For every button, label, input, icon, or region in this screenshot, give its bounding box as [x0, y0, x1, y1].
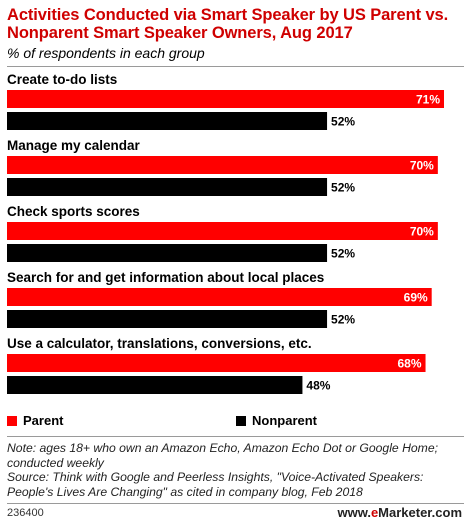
nonparent-bar — [7, 112, 328, 130]
bar-chart: Create to-do lists 71% 52% Manage my calend… — [7, 72, 444, 394]
nonparent-value-label: 48% — [306, 379, 330, 393]
nonparent-bar — [7, 244, 328, 262]
logo-suffix: .com — [431, 505, 462, 520]
legend-parent-label: Parent — [23, 413, 64, 428]
category-label: Use a calculator, translations, conversi… — [7, 336, 312, 351]
footnote: Note: ages 18+ who own an Amazon Echo, A… — [7, 441, 465, 499]
nonparent-bar — [7, 178, 328, 196]
legend-nonparent-swatch — [236, 415, 246, 426]
nonparent-value-label: 52% — [331, 115, 355, 129]
chart-title: Activities Conducted via Smart Speaker b… — [7, 6, 449, 42]
nonparent-value-label: 52% — [331, 313, 355, 327]
legend-nonparent-label: Nonparent — [252, 413, 317, 428]
legend-nonparent: Nonparent — [236, 413, 317, 428]
legend-parent: Parent — [7, 413, 63, 428]
logo-brand: Marketer — [378, 505, 432, 520]
header-rule — [7, 66, 464, 67]
parent-bar — [7, 354, 426, 372]
chart-id: 236400 — [7, 507, 44, 519]
category-label: Check sports scores — [7, 204, 140, 219]
source-text: Source: Think with Google and Peerless I… — [7, 470, 424, 499]
chart-subtitle: % of respondents in each group — [7, 45, 205, 61]
nonparent-bar — [7, 310, 328, 328]
footer-rule — [7, 436, 464, 437]
nonparent-value-label: 52% — [331, 181, 355, 195]
parent-bar — [7, 288, 432, 306]
parent-bar — [7, 222, 438, 240]
bottom-rule — [7, 503, 464, 504]
category-label: Create to-do lists — [7, 72, 117, 87]
parent-bar — [7, 90, 444, 108]
parent-value-label: 69% — [404, 291, 428, 305]
parent-value-label: 71% — [416, 93, 440, 107]
nonparent-value-label: 52% — [331, 247, 355, 261]
category-label: Search for and get information about loc… — [7, 270, 324, 285]
logo-e: e — [370, 505, 379, 520]
parent-bar — [7, 156, 438, 174]
parent-value-label: 68% — [398, 357, 422, 371]
note-text: Note: ages 18+ who own an Amazon Echo, A… — [7, 441, 438, 470]
parent-value-label: 70% — [410, 159, 434, 173]
legend-parent-swatch — [7, 415, 17, 426]
emarketer-logo: www.eMarketer.com — [337, 505, 462, 520]
parent-value-label: 70% — [410, 225, 434, 239]
nonparent-bar — [7, 376, 303, 394]
logo-prefix: www. — [337, 505, 371, 520]
category-label: Manage my calendar — [7, 138, 141, 153]
